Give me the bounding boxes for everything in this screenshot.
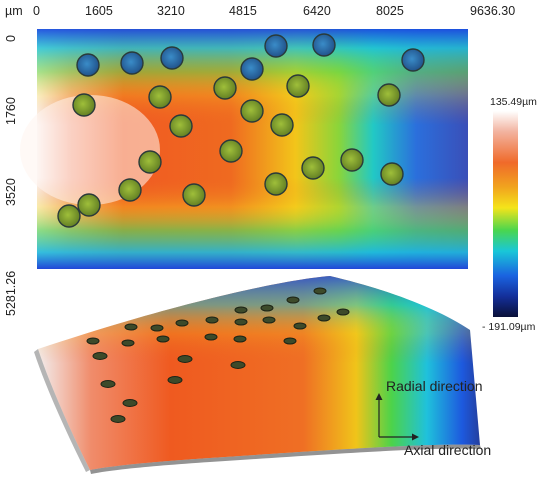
x-tick-label: 6420: [303, 4, 331, 18]
y-tick-label: 1760: [4, 97, 18, 125]
x-tick-label: 8025: [376, 4, 404, 18]
color-scale-max-label: 135.49µm: [490, 96, 537, 108]
x-tick-label: 0: [33, 4, 40, 18]
x-tick-label: 4815: [229, 4, 257, 18]
color-scale-bar: [493, 111, 518, 317]
axial-direction-label: Axial direction: [404, 442, 492, 458]
x-tick-label: 3210: [157, 4, 185, 18]
hot-region: [20, 95, 160, 205]
surface-pits: [86, 287, 350, 423]
x-tick-label: 9636.30: [470, 4, 516, 18]
surface-3d: [34, 276, 481, 474]
y-tick-label: 5281.26: [4, 270, 18, 316]
top-pits: [57, 33, 425, 228]
axis-unit-label: µm: [5, 4, 23, 18]
color-scale-min-label: - 191.09µm: [482, 321, 536, 333]
x-tick-label: 1605: [85, 4, 113, 18]
y-tick-label: 0: [4, 35, 18, 42]
y-tick-label: 3520: [4, 178, 18, 206]
radial-direction-label: Radial direction: [386, 378, 483, 394]
direction-axes: [375, 393, 419, 441]
